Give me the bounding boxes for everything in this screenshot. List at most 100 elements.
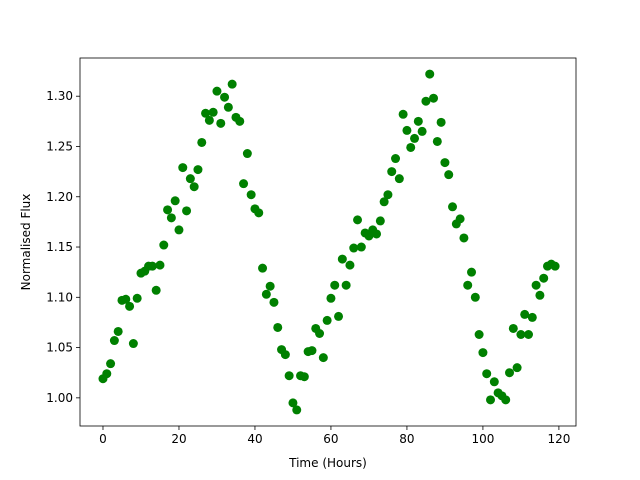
point — [151, 285, 161, 295]
point — [398, 109, 408, 119]
point — [208, 107, 218, 117]
point — [402, 125, 412, 135]
point — [413, 116, 423, 126]
point — [391, 154, 401, 164]
point — [193, 165, 203, 175]
point — [174, 225, 184, 235]
point — [159, 240, 169, 250]
point — [322, 315, 332, 325]
x-tick-label: 100 — [471, 432, 494, 446]
point — [197, 137, 207, 147]
point — [235, 116, 245, 126]
point — [315, 328, 325, 338]
point — [440, 158, 450, 168]
x-tick-label: 120 — [547, 432, 570, 446]
point — [550, 261, 560, 271]
point — [201, 108, 211, 118]
point — [265, 281, 275, 291]
point — [474, 330, 484, 340]
point — [482, 369, 492, 379]
point — [520, 309, 530, 319]
point — [444, 170, 454, 180]
x-tick-label: 0 — [99, 432, 107, 446]
point — [455, 214, 465, 224]
point — [383, 190, 393, 200]
point — [467, 267, 477, 277]
point — [501, 395, 511, 405]
x-axis-label: Time (Hours) — [288, 456, 367, 470]
point — [478, 348, 488, 358]
y-tick-label: 1.30 — [46, 89, 73, 103]
point — [436, 117, 446, 127]
point — [307, 346, 317, 356]
point — [429, 93, 439, 103]
point — [505, 368, 515, 378]
plot-frame — [79, 57, 577, 427]
point — [527, 312, 537, 322]
point — [539, 273, 549, 283]
point — [246, 190, 256, 200]
point — [349, 243, 359, 253]
point — [508, 323, 518, 333]
point — [337, 254, 347, 264]
point — [375, 216, 385, 226]
point — [330, 280, 340, 290]
point — [406, 142, 416, 152]
point — [318, 353, 328, 363]
y-tick-label: 1.20 — [46, 190, 73, 204]
point — [273, 322, 283, 332]
y-tick-label: 1.15 — [46, 240, 73, 254]
point — [227, 79, 237, 89]
point — [242, 149, 252, 159]
x-tick-label: 60 — [323, 432, 338, 446]
point — [459, 233, 469, 243]
y-axis-label: Normalised Flux — [19, 194, 33, 291]
point — [220, 92, 230, 102]
point — [535, 290, 545, 300]
point — [425, 69, 435, 79]
point — [121, 294, 131, 304]
point — [212, 86, 222, 96]
point — [189, 182, 199, 192]
point — [102, 369, 112, 379]
point — [448, 202, 458, 212]
point — [417, 126, 427, 136]
point — [531, 280, 541, 290]
point — [182, 206, 192, 216]
point — [394, 174, 404, 184]
point — [170, 196, 180, 206]
point — [269, 297, 279, 307]
point — [486, 395, 496, 405]
point — [163, 205, 173, 215]
point — [372, 229, 382, 239]
point — [334, 311, 344, 321]
point — [147, 261, 157, 271]
point — [109, 336, 119, 346]
point — [516, 330, 526, 340]
point — [204, 115, 214, 125]
point — [185, 174, 195, 184]
point — [292, 405, 302, 415]
y-tick-label: 1.05 — [46, 341, 73, 355]
y-tick-label: 1.10 — [46, 290, 73, 304]
point — [299, 372, 309, 382]
point — [379, 197, 389, 207]
point — [155, 260, 165, 270]
point — [512, 363, 522, 373]
point — [125, 301, 135, 311]
point — [421, 96, 431, 106]
point — [356, 242, 366, 252]
point — [353, 215, 363, 225]
point — [166, 213, 176, 223]
point — [341, 280, 351, 290]
point — [132, 293, 142, 303]
point — [463, 280, 473, 290]
point — [470, 292, 480, 302]
point — [254, 208, 264, 218]
point — [524, 330, 534, 340]
point — [258, 263, 268, 273]
x-tick-label: 20 — [171, 432, 186, 446]
point — [326, 293, 336, 303]
